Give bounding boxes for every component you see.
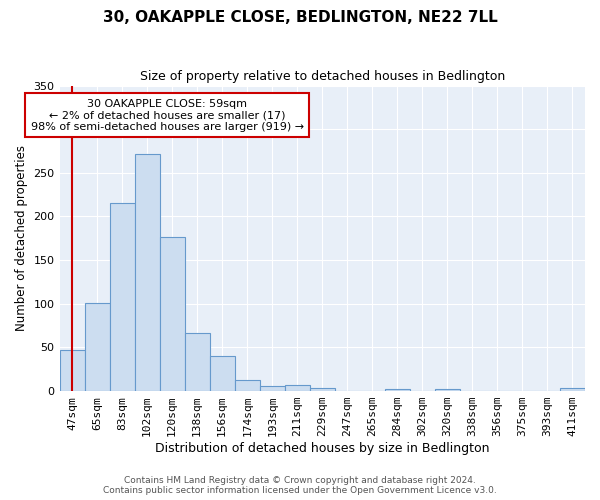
Bar (560, 388, 585, 391)
Bar (435, 390, 460, 391)
Bar (110, 204, 134, 391)
Bar (160, 238, 185, 391)
Bar (260, 386, 285, 391)
Bar (85, 303, 110, 391)
Bar (235, 380, 260, 391)
Bar (310, 388, 335, 391)
X-axis label: Distribution of detached houses by size in Bedlington: Distribution of detached houses by size … (155, 442, 490, 455)
Bar (209, 356, 235, 391)
Bar (185, 334, 209, 391)
Y-axis label: Number of detached properties: Number of detached properties (15, 146, 28, 332)
Bar (285, 385, 310, 391)
Text: 30 OAKAPPLE CLOSE: 59sqm
← 2% of detached houses are smaller (17)
98% of semi-de: 30 OAKAPPLE CLOSE: 59sqm ← 2% of detache… (31, 98, 304, 132)
Bar (59, 350, 85, 391)
Text: 30, OAKAPPLE CLOSE, BEDLINGTON, NE22 7LL: 30, OAKAPPLE CLOSE, BEDLINGTON, NE22 7LL (103, 10, 497, 25)
Title: Size of property relative to detached houses in Bedlington: Size of property relative to detached ho… (140, 70, 505, 83)
Text: Contains HM Land Registry data © Crown copyright and database right 2024.
Contai: Contains HM Land Registry data © Crown c… (103, 476, 497, 495)
Bar (385, 390, 410, 391)
Bar (134, 154, 160, 391)
